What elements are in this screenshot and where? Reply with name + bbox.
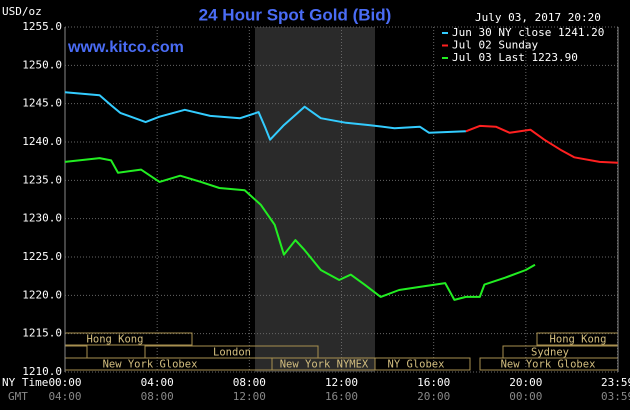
x-tick-label: 12:00 [325,376,358,389]
y-tick-label: 1225.0 [22,250,62,263]
y-tick-label: 1215.0 [22,327,62,340]
x2-tick-label: 12:00 [233,390,266,403]
site-label: www.kitco.com [67,39,184,56]
legend-label: Jun 30 NY close 1241.20 [452,26,604,39]
x2-tick-label: 04:00 [48,390,81,403]
session-box [374,357,471,371]
series-line [64,157,536,301]
y-tick-label: 1255.0 [22,20,62,33]
x2-axis-label: GMT [8,390,28,403]
session-label: New York Globex [501,359,596,371]
x2-tick-label: 03:59 [601,390,630,403]
x-tick-label: 00:00 [48,376,81,389]
series-line [64,91,466,141]
session-box [64,345,88,359]
y-axis-label: USD/oz [2,5,42,18]
session-label: Hong Kong [550,334,607,346]
x-tick-label: 04:00 [141,376,174,389]
x2-tick-label: 20:00 [417,390,450,403]
series-line [465,124,619,164]
x-tick-label: 23:59 [601,376,630,389]
session-label: Sydney [531,347,569,359]
session-label: Hong Kong [87,334,144,346]
session-label: New York Globex [103,359,198,371]
session-label: London [213,347,251,359]
x-axis-label: NY Time [2,376,48,389]
x-tick-label: 08:00 [233,376,266,389]
x2-tick-label: 00:00 [509,390,542,403]
y-tick-label: 1240.0 [22,135,62,148]
legend-label: Jul 03 Last 1223.90 [452,51,578,64]
session-label: NY Globex [388,359,445,371]
y-tick-label: 1220.0 [22,288,62,301]
x-tick-label: 16:00 [417,376,450,389]
y-tick-label: 1230.0 [22,212,62,225]
y-tick-label: 1250.0 [22,58,62,71]
x-tick-label: 20:00 [509,376,542,389]
legend-label: Jul 02 Sunday [452,39,538,52]
date-label: July 03, 2017 20:20 [475,11,601,24]
ny-session-shade [255,27,375,372]
x2-tick-label: 16:00 [325,390,358,403]
x2-tick-label: 08:00 [141,390,174,403]
y-tick-label: 1210.0 [22,365,62,378]
y-tick-label: 1245.0 [22,97,62,110]
y-tick-label: 1235.0 [22,173,62,186]
chart-title: 24 Hour Spot Gold (Bid) [199,5,392,24]
session-label: New York NYMEX [280,359,369,371]
